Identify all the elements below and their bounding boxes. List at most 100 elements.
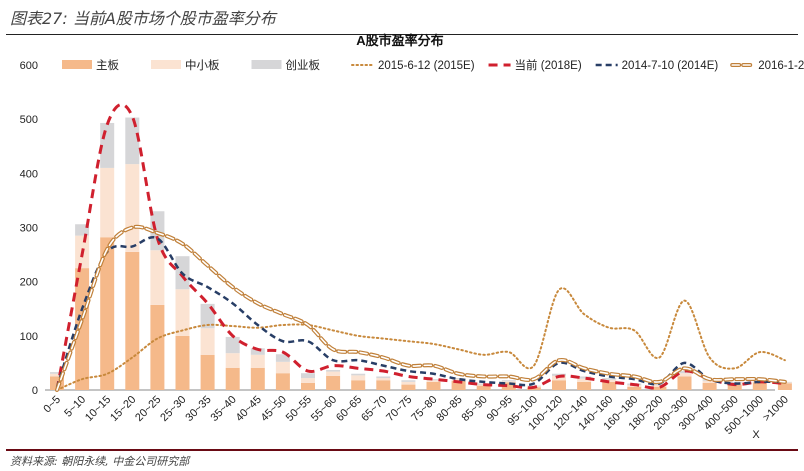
top-divider [6, 34, 798, 35]
bar-主板 [777, 383, 792, 390]
x-tick-label: 80~85 [434, 394, 464, 424]
bar-创业板 [577, 376, 592, 379]
bar-创业板 [426, 379, 441, 381]
bar-中小板 [225, 353, 240, 368]
bar-创业板 [401, 380, 416, 382]
legend-label: 中小板 [185, 58, 220, 72]
x-tick-label: 60~65 [334, 394, 364, 424]
bar-中小板 [552, 375, 566, 381]
legend-label: 主板 [96, 58, 119, 72]
x-tick-label: 10~15 [83, 394, 113, 424]
bar-中小板 [652, 385, 667, 387]
bar-主板 [451, 380, 466, 390]
bar-主板 [426, 381, 441, 390]
x-tick-label: 25~30 [158, 394, 188, 424]
bar-中小板 [401, 381, 416, 385]
source-note: 资料来源: 朝阳永续, 中金公司研究部 [10, 455, 190, 468]
bar-主板 [501, 382, 516, 390]
figure-title: 图表27: 当前A股市场个股市盈率分布 [10, 9, 276, 28]
bar-主板 [677, 376, 692, 390]
bar-创业板 [275, 354, 290, 362]
bar-中小板 [125, 164, 140, 252]
x-tick-label: 30~35 [183, 394, 213, 424]
legend-label: 2014-7-10 (2014E) [622, 60, 719, 72]
bar-中小板 [301, 378, 315, 383]
line-inner-2016-1-28(2016E) [56, 226, 786, 391]
bar-中小板 [376, 378, 391, 381]
bar-创业板 [75, 224, 90, 236]
bar-主板 [351, 380, 366, 390]
x-axis-label: X [752, 429, 760, 441]
bar-主板 [401, 384, 416, 390]
bar-创业板 [351, 373, 366, 376]
y-tick-label: 400 [20, 168, 38, 180]
bar-创业板 [376, 376, 391, 379]
bar-中小板 [50, 373, 64, 377]
x-tick-label: 20~25 [133, 394, 163, 424]
bar-主板 [100, 237, 115, 390]
bar-创业板 [501, 380, 516, 382]
bar-中小板 [426, 380, 441, 382]
x-tick-label: 45~50 [259, 394, 289, 424]
bar-主板 [476, 385, 491, 390]
x-tick-label: 15~20 [108, 394, 138, 424]
legend-swatch [151, 60, 181, 69]
bar-创业板 [552, 373, 566, 376]
chart-title: A股市盈率分布 [356, 33, 443, 48]
legend-label: 2016-1-28(2016E) [758, 60, 804, 72]
y-tick-label: 500 [20, 114, 38, 126]
x-tick-label: 70~75 [384, 394, 414, 424]
bar-主板 [376, 380, 391, 390]
legend-swatch [251, 60, 282, 69]
bar-主板 [602, 381, 617, 390]
bar-创业板 [125, 117, 140, 165]
bar-中小板 [451, 379, 466, 381]
bar-中小板 [577, 378, 592, 382]
bar-主板 [577, 381, 592, 390]
bar-主板 [150, 304, 165, 390]
bar-创业板 [301, 373, 315, 379]
bar-中小板 [275, 361, 290, 374]
y-tick-label: 600 [20, 60, 38, 72]
bar-创业板 [50, 372, 64, 374]
legend-swatch [62, 60, 92, 69]
y-tick-label: 200 [20, 277, 38, 289]
y-tick-label: 100 [20, 331, 38, 343]
x-tick-label: 40~45 [234, 394, 264, 424]
x-tick-label: 65~70 [359, 394, 389, 424]
bar-主板 [275, 373, 290, 390]
bar-创业板 [225, 336, 240, 354]
bar-主板 [727, 384, 742, 390]
bar-主板 [250, 367, 265, 390]
x-tick-label: 0~5 [41, 394, 63, 416]
x-tick-label: 75~80 [409, 394, 439, 424]
x-tick-label: >1000 [761, 394, 791, 424]
bottom-divider [6, 449, 798, 451]
bar-创业板 [326, 369, 341, 372]
line-2015-6-12 (2015E) [56, 287, 786, 391]
legend-label: 当前 (2018E) [515, 58, 582, 72]
bar-主板 [225, 367, 240, 390]
x-tick-label: 35~40 [208, 394, 238, 424]
bar-创业板 [451, 378, 466, 380]
bar-中小板 [677, 373, 692, 377]
bar-创业板 [250, 348, 265, 355]
legend-label: 2015-6-12 (2015E) [378, 60, 475, 72]
bar-中小板 [100, 167, 115, 238]
x-tick-label: 50~55 [284, 394, 314, 424]
legend-label: 创业板 [286, 58, 321, 72]
bar-中小板 [150, 250, 165, 305]
bar-主板 [627, 386, 642, 390]
bar-中小板 [326, 371, 341, 376]
bar-主板 [552, 380, 566, 390]
bar-主板 [752, 382, 767, 390]
bar-中小板 [200, 328, 215, 355]
bar-中小板 [175, 289, 190, 336]
bar-主板 [702, 382, 717, 390]
bar-中小板 [250, 354, 265, 368]
bar-中小板 [351, 375, 366, 381]
bar-主板 [125, 251, 140, 390]
bar-主板 [175, 335, 190, 390]
bar-创业板 [727, 381, 742, 383]
